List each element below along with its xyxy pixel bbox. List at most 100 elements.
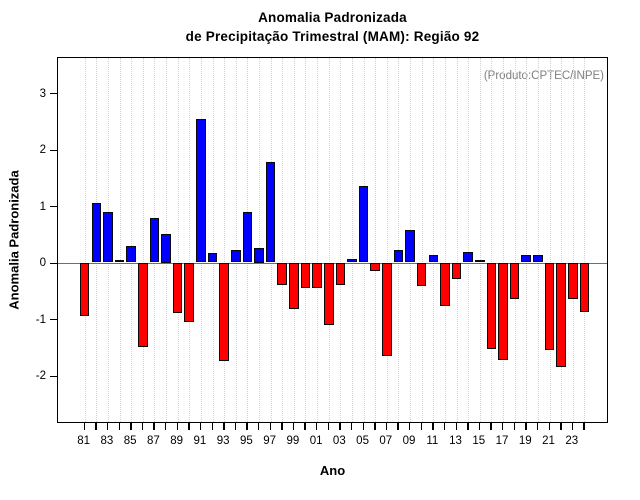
x-tick-1998 (281, 423, 283, 430)
x-tick-1995 (246, 423, 248, 430)
x-tick-2009 (409, 423, 411, 430)
x-tick-label-2013: 13 (449, 435, 462, 447)
x-tick-2000 (304, 423, 306, 430)
gridline-2013 (456, 58, 458, 422)
gridline-2014 (468, 58, 470, 422)
x-tick-2021 (548, 423, 550, 430)
bar-1996 (254, 248, 264, 263)
bar-1991 (196, 118, 206, 263)
y-tick-label-1: 1 (39, 200, 46, 213)
x-tick-label-2017: 17 (495, 435, 509, 447)
gridline-2006 (375, 58, 377, 422)
bar-2016 (486, 262, 497, 349)
gridline-2016 (491, 58, 493, 422)
bar-2000 (300, 262, 311, 289)
bar-1987 (149, 218, 160, 263)
gridline-1990 (189, 58, 191, 422)
x-tick-2002 (327, 423, 330, 430)
x-tick-2023 (571, 423, 574, 430)
bar-2007 (382, 262, 392, 356)
gridline-2000 (305, 58, 307, 422)
x-tick-1989 (176, 423, 179, 430)
x-tick-2014 (467, 423, 469, 430)
x-tick-2001 (316, 423, 318, 430)
y-tick-1 (50, 206, 57, 208)
bar-1992 (207, 252, 218, 263)
bar-2019 (521, 254, 532, 263)
bar-1982 (91, 203, 102, 263)
x-tick-2003 (339, 423, 341, 430)
gridline-1994 (235, 58, 237, 422)
gridline-2022 (561, 58, 563, 422)
x-tick-2018 (513, 423, 516, 430)
x-tick-1997 (269, 423, 271, 430)
bar-2011 (428, 255, 439, 263)
bar-2022 (556, 262, 566, 368)
bar-2020 (533, 254, 543, 263)
gridline-1993 (224, 58, 226, 422)
x-tick-1992 (211, 423, 213, 430)
gridline-2023 (572, 58, 574, 422)
gridline-2004 (351, 58, 353, 422)
bar-2010 (416, 262, 427, 286)
x-tick-1996 (258, 423, 260, 430)
y-tick-label-0: 0 (39, 257, 46, 269)
x-tick-label-1993: 93 (216, 435, 230, 447)
x-tick-label-1991: 91 (193, 435, 207, 447)
gridline-2002 (328, 58, 330, 422)
bar-1989 (172, 262, 183, 314)
y-tick--1 (50, 319, 57, 321)
bar-2006 (370, 262, 380, 271)
x-tick-label-2011: 11 (426, 435, 439, 447)
x-tick-1988 (165, 423, 167, 430)
x-tick-2022 (560, 423, 562, 430)
x-tick-1999 (292, 423, 295, 430)
x-tick-2020 (536, 423, 539, 430)
bar-2004 (347, 258, 357, 263)
gridline-1984 (119, 58, 121, 422)
x-tick-label-1995: 95 (239, 435, 253, 447)
gridline-1996 (259, 58, 260, 422)
bar-1990 (184, 262, 195, 322)
gridline-1999 (293, 58, 295, 422)
y-tick-label--1: -1 (35, 313, 46, 326)
bar-1988 (161, 234, 171, 263)
x-tick-label-2015: 15 (472, 435, 486, 447)
x-tick-1990 (188, 423, 190, 430)
x-tick-2005 (362, 423, 364, 430)
bar-1993 (219, 262, 229, 362)
y-tick-label--2: -2 (35, 370, 46, 382)
chart-title-line1: Anomalia Padronizada (258, 10, 407, 25)
bar-2014 (463, 251, 473, 263)
x-tick-label-2023: 23 (565, 435, 579, 447)
y-tick-3 (50, 93, 57, 95)
x-tick-label-2009: 09 (402, 435, 416, 447)
y-tick-2 (50, 149, 57, 151)
product-annotation: (Produto:CPTEC/INPE) (483, 70, 604, 82)
x-tick-label-1989: 89 (170, 435, 184, 447)
gridline-2010 (421, 58, 423, 422)
x-tick-2011 (432, 423, 434, 430)
y-tick-label-2: 2 (39, 144, 46, 156)
x-tick-2007 (385, 423, 388, 430)
x-tick-label-1999: 99 (286, 435, 300, 447)
x-tick-2012 (443, 423, 446, 430)
x-tick-label-1985: 85 (123, 435, 137, 447)
gridline-2003 (340, 58, 342, 422)
bar-2002 (323, 262, 334, 325)
bar-1983 (103, 211, 113, 263)
bar-1998 (277, 262, 288, 286)
gridline-2012 (444, 58, 446, 422)
bar-1985 (126, 245, 136, 263)
bar-1999 (289, 262, 299, 310)
x-tick-2015 (478, 423, 481, 430)
bar-1997 (265, 162, 276, 263)
bar-1981 (79, 262, 90, 317)
bar-2003 (335, 262, 346, 286)
x-tick-2024 (583, 423, 585, 430)
x-tick-2016 (490, 423, 492, 430)
bar-2001 (312, 262, 322, 288)
x-tick-1981 (83, 423, 86, 430)
gridline-1986 (142, 58, 144, 422)
bar-2013 (451, 262, 462, 280)
